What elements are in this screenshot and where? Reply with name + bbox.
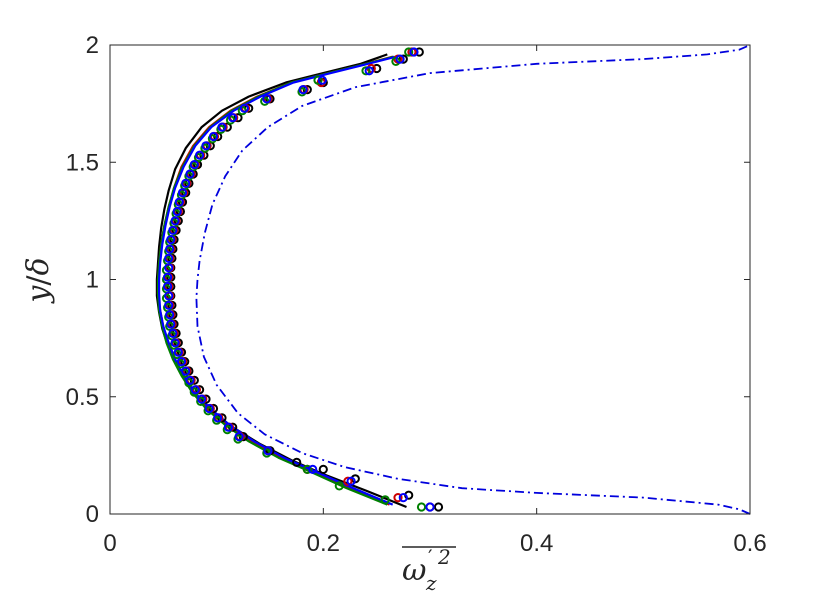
x-tick-label: 0.4 xyxy=(520,530,553,557)
series-8-marker xyxy=(201,141,211,151)
series-8-marker xyxy=(163,272,173,282)
series-8-marker xyxy=(213,413,223,423)
series-8-marker xyxy=(395,54,405,64)
series-8-marker xyxy=(166,235,176,245)
y-label-den: δ xyxy=(21,257,56,275)
axes-layer: 0 0.2 0.4 0.6 0 0.5 1 1.5 2 xyxy=(66,32,767,557)
series-5-marker xyxy=(292,457,302,467)
series-8-marker xyxy=(189,160,199,170)
series-7-marker xyxy=(313,75,323,85)
svg-text:ω ′ 2 z: ω ′ 2 z xyxy=(402,537,460,595)
y-axis-label: y/δ xyxy=(21,257,56,304)
series-8-marker xyxy=(181,178,191,188)
x-tick-label: 0 xyxy=(103,530,116,557)
series-8-marker xyxy=(190,385,200,395)
series-8-marker xyxy=(170,338,180,348)
x-label-base: ω xyxy=(402,553,426,588)
series-8-marker xyxy=(409,47,419,57)
series-7-marker xyxy=(302,464,312,474)
series-8-marker xyxy=(164,263,174,273)
series-8-marker xyxy=(197,394,207,404)
plot-area xyxy=(109,44,751,515)
series-8-marker xyxy=(163,281,173,292)
x-tick-label: 0.2 xyxy=(307,530,340,557)
series-8-marker xyxy=(164,253,174,263)
series-7-marker xyxy=(334,481,344,491)
series-8-marker xyxy=(195,150,205,160)
y-tick-label: 0.5 xyxy=(66,384,99,411)
series-8-marker xyxy=(181,366,191,376)
y-label-num: y xyxy=(21,285,56,305)
series-layer xyxy=(155,44,751,515)
series-8-marker xyxy=(172,206,182,217)
y-tick-label: 0 xyxy=(86,501,99,528)
series-8-marker xyxy=(317,75,327,85)
series-8-marker xyxy=(425,502,435,512)
series-7-marker xyxy=(416,502,427,512)
series-7-marker xyxy=(225,115,236,125)
series-8-marker xyxy=(223,422,233,432)
x-tick-label: 0.6 xyxy=(733,530,766,557)
y-tick-label: 1.5 xyxy=(66,149,99,176)
series-8-marker xyxy=(239,103,249,113)
series-5-marker xyxy=(318,464,328,474)
series-8-marker xyxy=(177,188,188,198)
y-label-slash: / xyxy=(21,275,56,286)
series-8-marker xyxy=(308,464,318,474)
series-8-marker xyxy=(185,169,195,179)
series-7-marker xyxy=(380,495,390,505)
series-8-marker xyxy=(164,291,174,301)
series-8-marker xyxy=(217,122,227,132)
series-8-marker xyxy=(208,131,219,142)
series-8-marker xyxy=(262,94,272,104)
series-8-marker xyxy=(168,225,178,235)
series-8-marker xyxy=(185,375,195,385)
series-8-marker xyxy=(398,493,408,503)
series-7-marker xyxy=(404,47,414,57)
series-8-marker xyxy=(165,244,175,254)
series-8-marker xyxy=(176,357,187,367)
x-label-sup: 2 xyxy=(437,545,451,569)
series-6-marker xyxy=(343,476,353,486)
series-8-marker xyxy=(364,66,374,76)
series-8-marker xyxy=(228,113,238,123)
series-8-marker xyxy=(174,197,184,207)
x-axis-label: ω ′ 2 z xyxy=(402,537,460,595)
series-8-marker xyxy=(204,403,214,414)
y-tick-label: 1 xyxy=(86,267,99,294)
series-7-marker xyxy=(361,66,371,76)
series-8-marker xyxy=(168,328,178,338)
series-8-marker xyxy=(166,319,176,329)
series-8-marker xyxy=(165,310,175,320)
series-8-marker xyxy=(346,476,356,486)
series-6-marker xyxy=(393,493,403,503)
series-8-marker xyxy=(164,300,174,310)
x-label-sub: z xyxy=(425,571,437,595)
y-tick-label: 2 xyxy=(86,32,99,59)
series-8-marker xyxy=(173,347,183,357)
series-8-marker xyxy=(170,216,180,226)
series-5-marker xyxy=(433,502,444,512)
series-8-marker xyxy=(234,432,244,442)
x-label-prime: ′ xyxy=(428,545,433,569)
series-8-marker xyxy=(298,85,308,95)
series-8-marker xyxy=(263,446,273,456)
